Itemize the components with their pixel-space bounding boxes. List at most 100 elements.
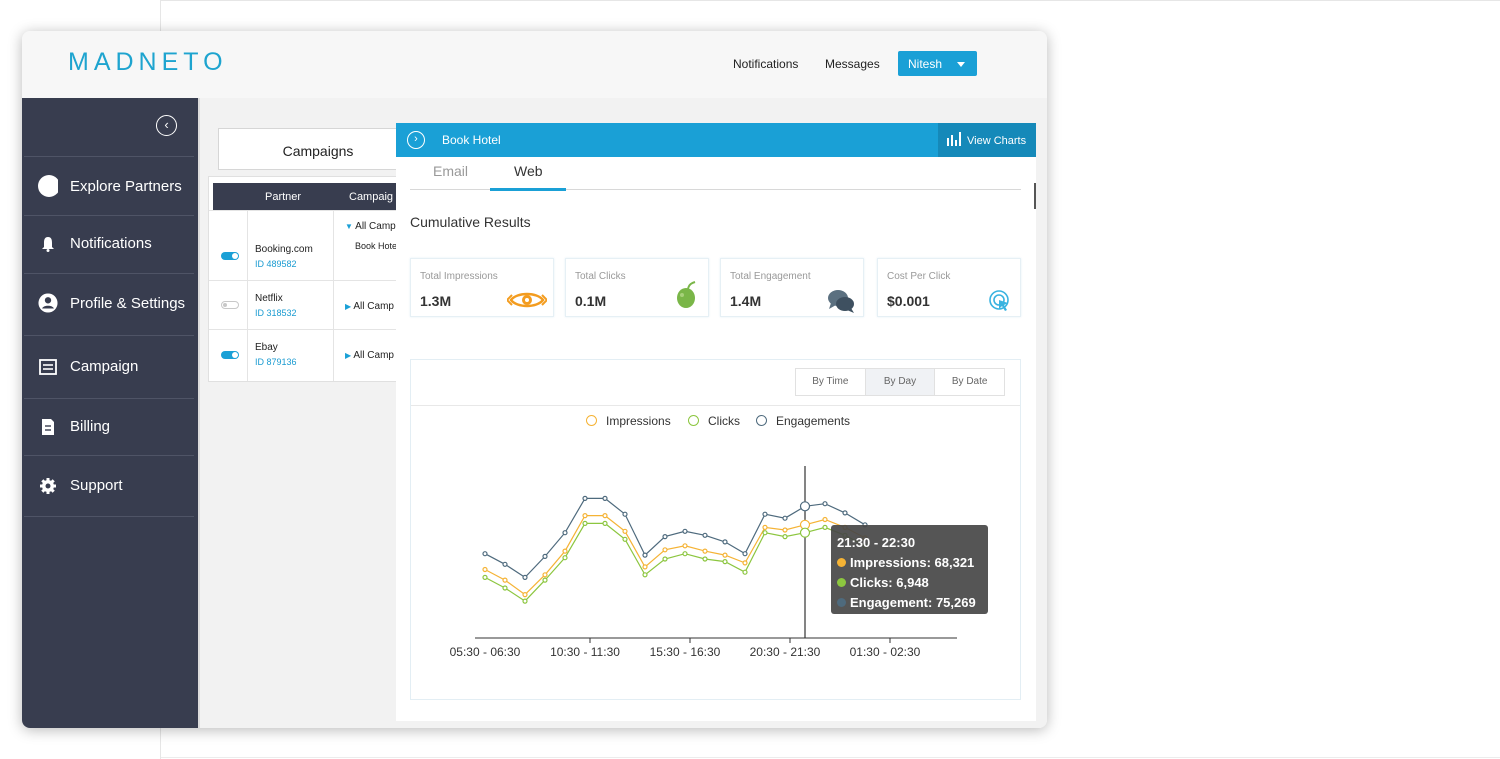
- sidebar-item-explore-partners[interactable]: Explore Partners: [24, 156, 194, 215]
- stat-card-impressions: Total Impressions 1.3M: [410, 258, 554, 317]
- billing-icon: [38, 417, 58, 437]
- user-menu-button[interactable]: Nitesh: [898, 51, 977, 76]
- time-granularity-selector: By Time By Day By Date: [795, 368, 1005, 396]
- sidebar-item-profile-settings[interactable]: Profile & Settings: [24, 273, 194, 335]
- stat-value: 0.1M: [575, 293, 607, 309]
- chat-icon: [828, 290, 854, 313]
- data-point: [502, 585, 508, 591]
- detail-title: Book Hotel: [442, 133, 501, 147]
- data-point: [782, 515, 788, 521]
- tab-email[interactable]: Email: [433, 163, 469, 179]
- app-window: MADNETO Notifications Messages Nitesh ‹ …: [22, 31, 1047, 728]
- tooltip-clicks: Clicks: 6,948: [837, 573, 982, 593]
- segment-by-time[interactable]: By Time: [796, 369, 866, 395]
- campaign-sub-item[interactable]: Book Hote: [355, 241, 398, 251]
- scrollbar[interactable]: [1034, 183, 1036, 209]
- data-point: [602, 520, 608, 526]
- data-point: [502, 577, 508, 583]
- sidebar-item-label: Support: [70, 477, 123, 494]
- x-tick-label: 10:30 - 11:30: [550, 645, 620, 659]
- partner-id: ID 489582: [255, 259, 297, 269]
- eye-icon: [507, 292, 547, 308]
- table-row[interactable]: Ebay ID 879136 ▶ All Camp: [209, 329, 409, 381]
- notifications-link[interactable]: Notifications: [733, 57, 799, 71]
- data-point: [482, 574, 488, 580]
- top-bar: MADNETO Notifications Messages Nitesh: [22, 31, 1047, 99]
- caret-down-icon: [957, 62, 965, 67]
- data-point: [702, 532, 708, 538]
- tab-web[interactable]: Web: [514, 163, 543, 179]
- sidebar-item-label: Billing: [70, 418, 111, 435]
- partner-id: ID 318532: [255, 308, 297, 318]
- partner-name: Netflix: [255, 293, 283, 304]
- partner-toggle[interactable]: [221, 301, 239, 309]
- legend-engagements[interactable]: Engagements: [756, 414, 850, 428]
- campaign-dropdown[interactable]: ▼ All Camp: [345, 221, 396, 232]
- sidebar-item-notifications[interactable]: Notifications: [24, 215, 194, 273]
- sidebar-item-billing[interactable]: Billing: [24, 398, 194, 455]
- campaign-icon: [38, 357, 58, 377]
- data-point: [542, 572, 548, 578]
- chart-header-divider: [411, 405, 1020, 406]
- stat-card-engagement: Total Engagement 1.4M: [720, 258, 864, 317]
- data-point: [622, 536, 628, 542]
- partner-toggle[interactable]: [221, 351, 239, 359]
- data-point: [742, 560, 748, 566]
- data-point: [822, 524, 828, 530]
- data-point: [799, 527, 811, 538]
- sidebar-item-campaign[interactable]: Campaign: [24, 335, 194, 398]
- messages-link[interactable]: Messages: [825, 57, 880, 71]
- data-point: [542, 553, 548, 559]
- logo: MADNETO: [68, 48, 228, 76]
- data-point: [722, 559, 728, 565]
- campaign-dropdown[interactable]: ▶ All Camp: [345, 301, 394, 312]
- partner-toggle[interactable]: [221, 252, 239, 260]
- legend-clicks[interactable]: Clicks: [688, 414, 740, 428]
- data-point: [602, 513, 608, 519]
- active-tab-indicator: [490, 188, 566, 191]
- data-point: [522, 598, 528, 604]
- data-point: [762, 511, 768, 517]
- data-point: [522, 574, 528, 580]
- table-row[interactable]: Netflix ID 318532 ▶ All Camp: [209, 280, 409, 330]
- segment-by-day[interactable]: By Day: [865, 369, 936, 395]
- triangle-right-icon: ▶: [345, 302, 352, 311]
- main-content: Campaigns Partner Campaig Booking.com ID…: [198, 98, 1047, 728]
- data-point: [742, 569, 748, 575]
- data-point: [582, 520, 588, 526]
- view-charts-button[interactable]: View Charts: [938, 123, 1036, 157]
- x-tick-label: 05:30 - 06:30: [450, 645, 521, 659]
- x-tick-label: 15:30 - 16:30: [650, 645, 721, 659]
- stat-value: $0.001: [887, 293, 930, 309]
- arrow-right-icon[interactable]: ›: [407, 131, 425, 149]
- stat-card-cost-per-click: Cost Per Click $0.001: [877, 258, 1021, 317]
- segment-by-date[interactable]: By Date: [951, 376, 988, 387]
- collapse-sidebar-icon[interactable]: ‹: [156, 115, 177, 136]
- data-point: [642, 552, 648, 558]
- gear-icon: [38, 476, 58, 496]
- x-tick-label: 20:30 - 21:30: [750, 645, 821, 659]
- campaign-dropdown[interactable]: ▶ All Camp: [345, 350, 394, 361]
- table-row[interactable]: Booking.com ID 489582 ▼ All Camp Book Ho…: [209, 210, 409, 281]
- data-point: [622, 511, 628, 517]
- data-point: [562, 530, 568, 536]
- data-point: [782, 534, 788, 540]
- data-point: [482, 551, 488, 557]
- sidebar-item-support[interactable]: Support: [24, 455, 194, 517]
- sidebar-item-label: Notifications: [70, 235, 152, 252]
- data-point: [502, 561, 508, 567]
- campaigns-tab[interactable]: Campaigns: [218, 128, 418, 170]
- bar-chart-icon: [947, 132, 961, 146]
- legend-impressions[interactable]: Impressions: [586, 414, 671, 428]
- data-point: [822, 501, 828, 507]
- section-title: Cumulative Results: [410, 214, 531, 230]
- data-point: [622, 528, 628, 534]
- data-point: [762, 530, 768, 536]
- campaign-detail-panel: › Book Hotel View Charts Email Web Cumul…: [396, 123, 1036, 721]
- data-point: [782, 527, 788, 533]
- data-point: [562, 548, 568, 554]
- data-point: [702, 556, 708, 562]
- triangle-right-icon: ▶: [345, 351, 352, 360]
- data-point: [762, 524, 768, 530]
- cursor-target-icon: [989, 290, 1009, 311]
